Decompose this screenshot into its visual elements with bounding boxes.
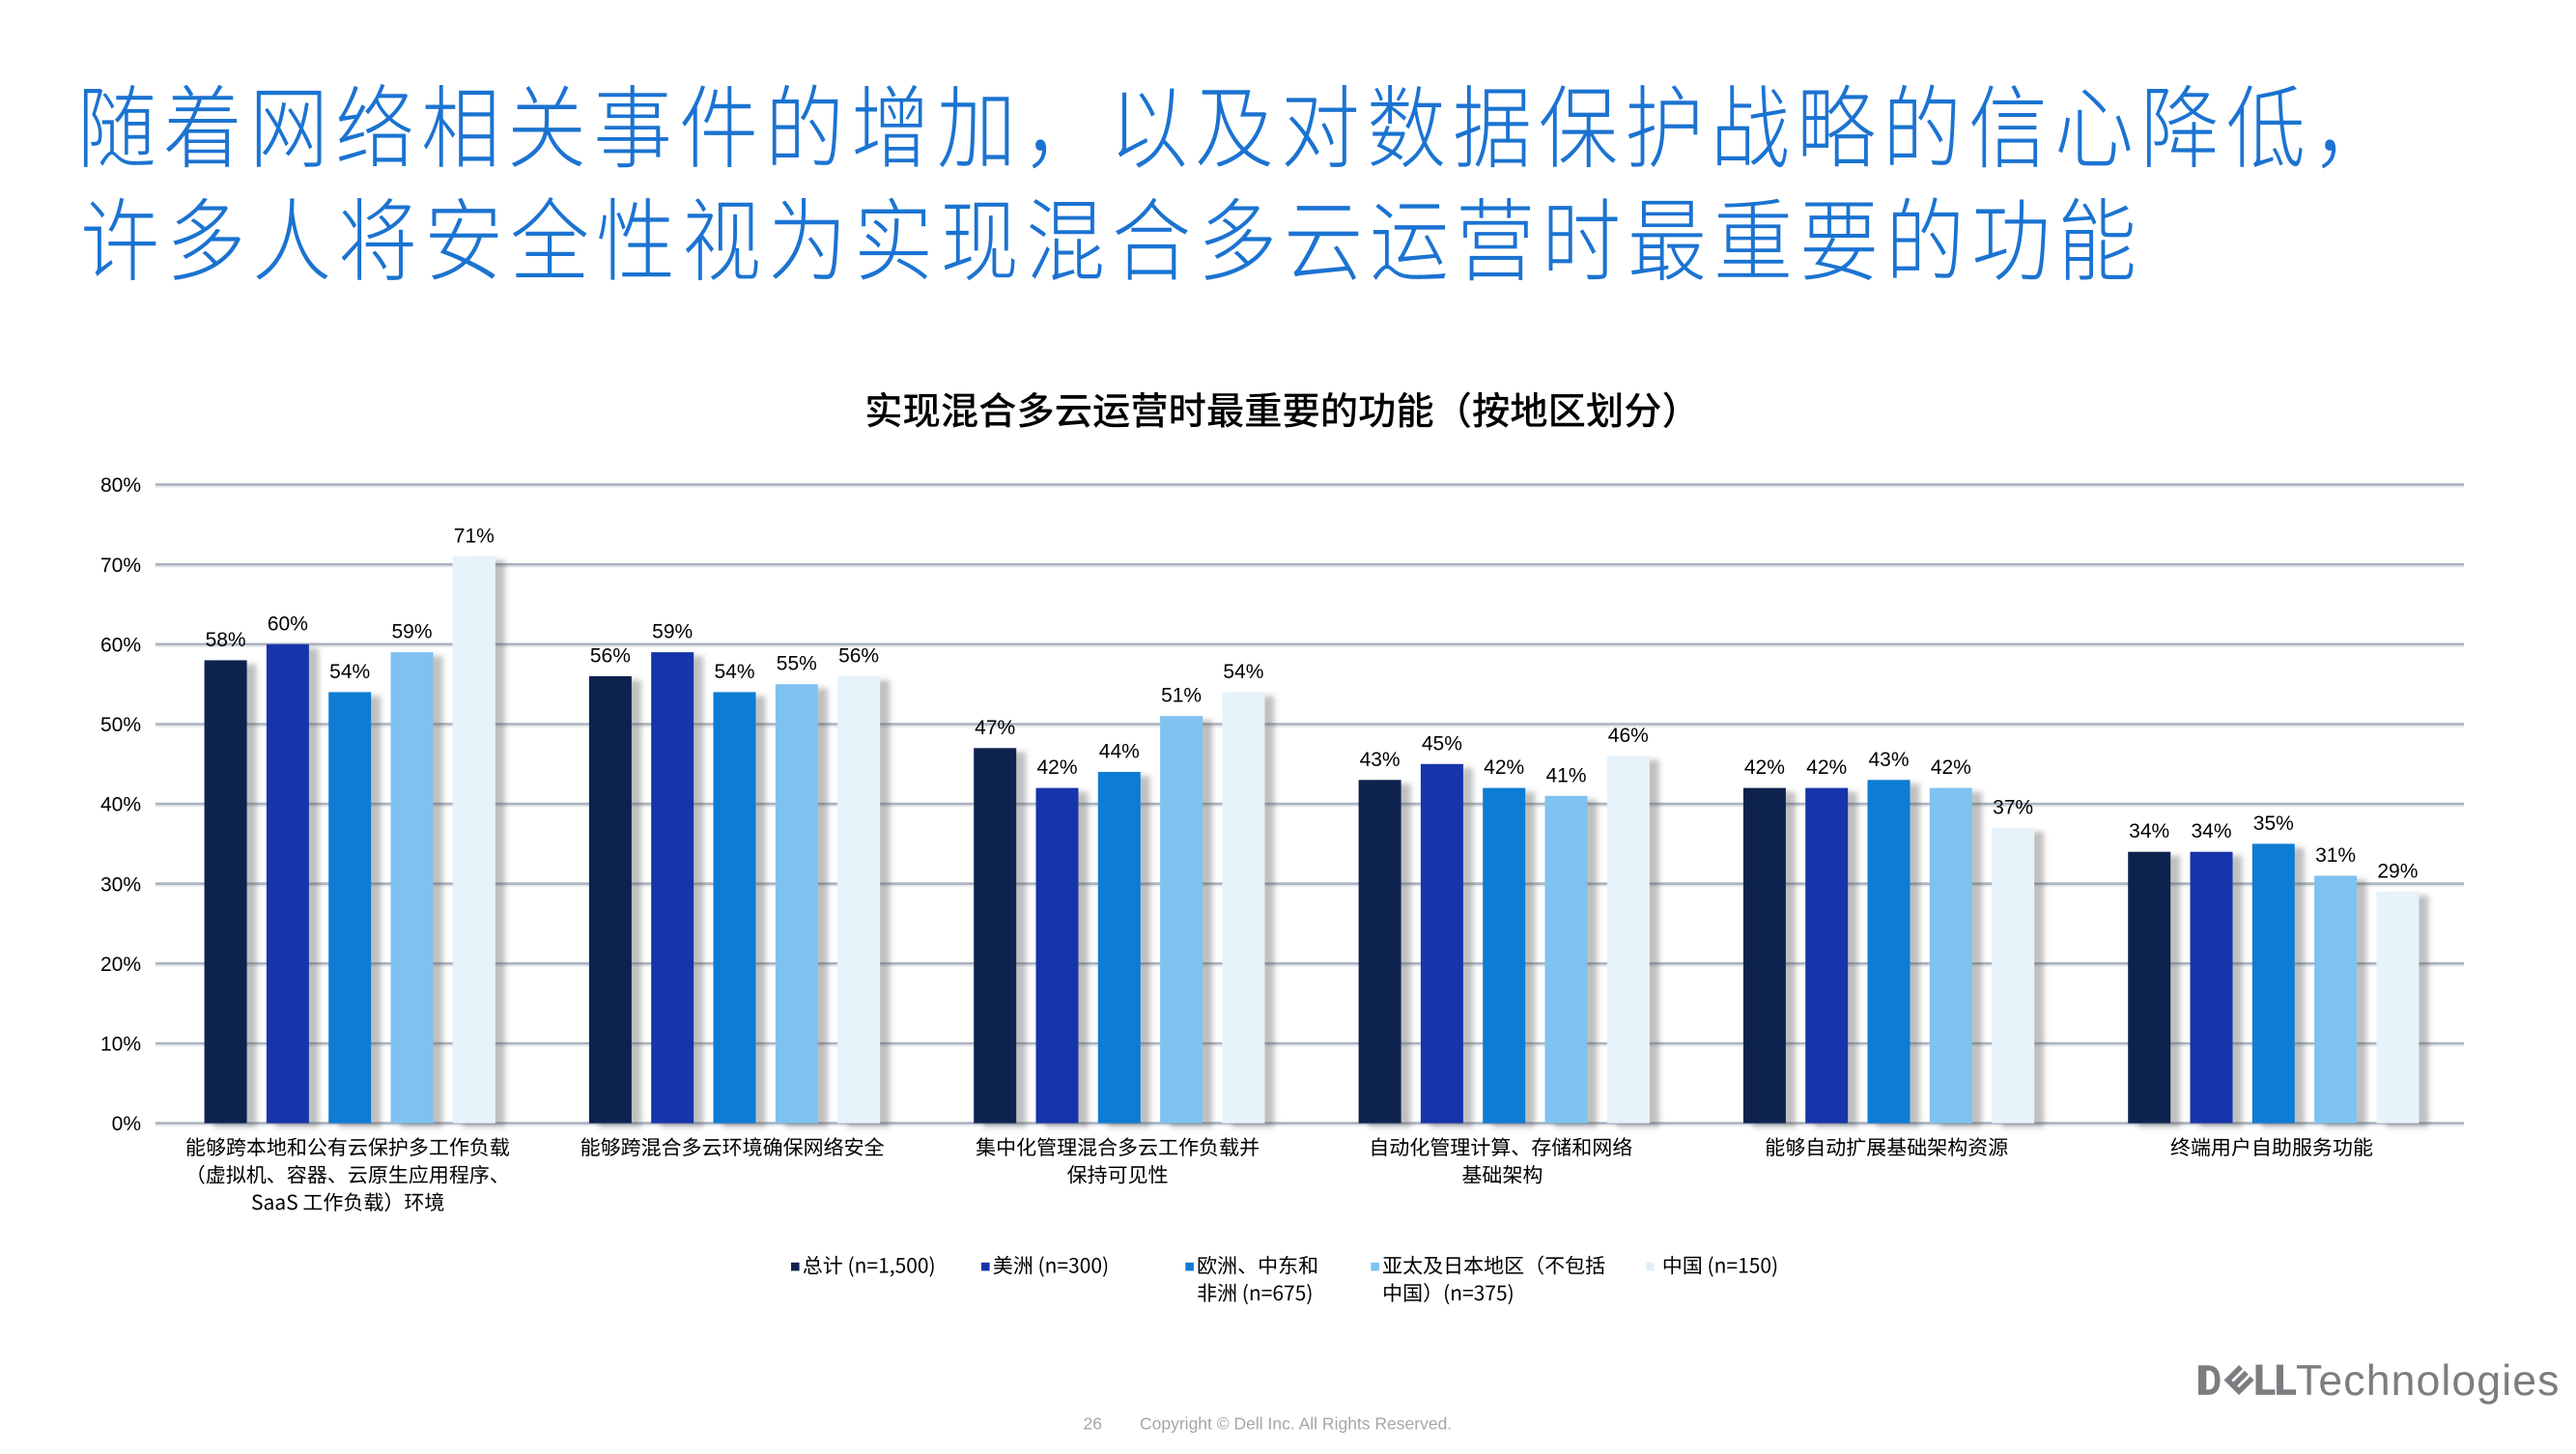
svg-text:60%: 60% [268, 613, 308, 635]
svg-text:26: 26 [1084, 1414, 1102, 1434]
svg-text:45%: 45% [1422, 732, 1462, 755]
svg-text:54%: 54% [714, 661, 754, 683]
svg-text:42%: 42% [1484, 756, 1524, 779]
svg-text:41%: 41% [1545, 764, 1586, 786]
svg-text:80%: 80% [100, 474, 141, 497]
svg-text:58%: 58% [206, 629, 246, 651]
svg-text:40%: 40% [100, 794, 141, 816]
svg-text:Technologies: Technologies [2296, 1357, 2561, 1405]
svg-text:47%: 47% [975, 717, 1015, 739]
svg-text:30%: 30% [100, 873, 141, 896]
svg-text:59%: 59% [391, 621, 432, 643]
svg-text:55%: 55% [777, 653, 817, 675]
svg-text:56%: 56% [590, 644, 631, 667]
svg-text:54%: 54% [1223, 661, 1263, 683]
svg-text:Copyright © Dell Inc. All Righ: Copyright © Dell Inc. All Rights Reserve… [1140, 1414, 1452, 1434]
svg-text:29%: 29% [2377, 861, 2418, 883]
svg-text:10%: 10% [100, 1034, 141, 1056]
svg-text:0%: 0% [112, 1113, 141, 1135]
svg-text:42%: 42% [1931, 756, 1971, 779]
svg-text:20%: 20% [100, 954, 141, 976]
svg-text:44%: 44% [1099, 741, 1140, 763]
svg-text:46%: 46% [1608, 725, 1649, 747]
svg-text:71%: 71% [454, 526, 495, 548]
svg-text:56%: 56% [838, 644, 879, 667]
svg-text:31%: 31% [2315, 844, 2356, 867]
svg-text:42%: 42% [1036, 756, 1077, 779]
svg-text:42%: 42% [1806, 756, 1847, 779]
svg-text:34%: 34% [2191, 820, 2231, 842]
svg-text:37%: 37% [1993, 796, 2033, 818]
svg-text:43%: 43% [1868, 749, 1909, 771]
svg-text:43%: 43% [1360, 749, 1401, 771]
svg-text:42%: 42% [1744, 756, 1785, 779]
svg-text:50%: 50% [100, 714, 141, 736]
svg-text:70%: 70% [100, 555, 141, 577]
svg-text:51%: 51% [1161, 685, 1202, 707]
svg-text:54%: 54% [329, 661, 370, 683]
svg-text:35%: 35% [2253, 813, 2294, 835]
svg-text:60%: 60% [100, 634, 141, 656]
svg-text:59%: 59% [652, 621, 693, 643]
svg-text:34%: 34% [2129, 820, 2169, 842]
